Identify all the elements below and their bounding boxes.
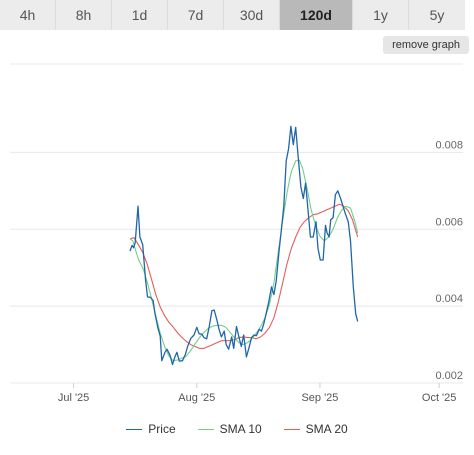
legend-swatch — [197, 428, 214, 430]
legend-swatch — [126, 428, 143, 430]
tab-4h[interactable]: 4h — [0, 0, 56, 30]
legend-label: Price — [148, 422, 176, 436]
legend-item-price[interactable]: Price — [126, 420, 176, 438]
y-tick-label: 0.008 — [435, 139, 463, 151]
tab-5y[interactable]: 5y — [409, 0, 465, 30]
tab-8h[interactable]: 8h — [56, 0, 112, 30]
x-tick-label: Oct '25 — [422, 392, 457, 404]
tab-1d[interactable]: 1d — [112, 0, 168, 30]
tab-7d[interactable]: 7d — [168, 0, 224, 30]
y-tick-label: 0.004 — [435, 293, 463, 305]
series-lines — [129, 125, 359, 366]
x-tick-label: Sep '25 — [301, 392, 338, 404]
legend-swatch — [283, 428, 300, 430]
legend-item-sma-10[interactable]: SMA 10 — [197, 420, 262, 438]
legend-item-sma-20[interactable]: SMA 20 — [283, 420, 348, 438]
legend-label: SMA 20 — [305, 422, 348, 436]
y-tick-label: 0.002 — [435, 370, 463, 382]
series-line-sma-20 — [129, 203, 359, 349]
tab-30d[interactable]: 30d — [224, 0, 280, 30]
x-tick-label: Aug '25 — [178, 392, 215, 404]
tab-1y[interactable]: 1y — [353, 0, 409, 30]
timeframe-tabs: 4h 8h 1d 7d 30d 120d 1y 5y — [0, 0, 474, 30]
tab-120d[interactable]: 120d — [280, 0, 353, 30]
x-tick-label: Jul '25 — [58, 392, 89, 404]
chart-legend: Price SMA 10 SMA 20 — [0, 420, 474, 438]
x-axis: Jul '25 Aug '25 Sep '25 Oct '25 — [58, 383, 457, 404]
y-axis: 0.002 0.004 0.006 0.008 — [435, 139, 463, 382]
grid-lines — [10, 63, 463, 384]
series-line-price — [129, 125, 359, 366]
y-tick-label: 0.006 — [435, 216, 463, 228]
legend-label: SMA 10 — [219, 422, 262, 436]
series-line-sma-10 — [129, 159, 359, 362]
remove-graph-button[interactable]: remove graph — [383, 36, 469, 54]
